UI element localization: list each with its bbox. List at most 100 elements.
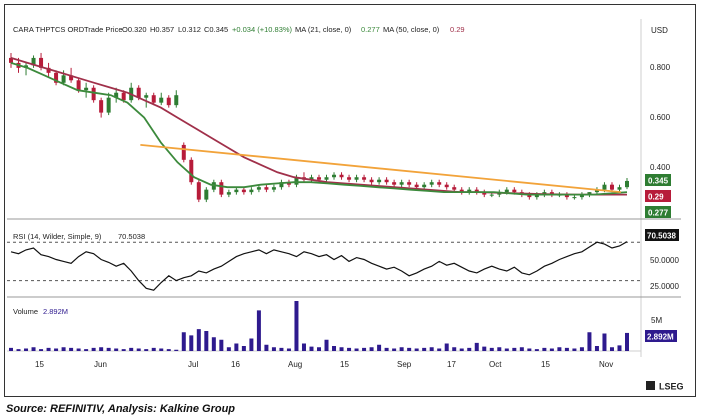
header-symbol: CARA THPTCS ORD [13, 25, 85, 34]
price-tick-label: 0.400 [650, 163, 671, 172]
candle-body [534, 194, 539, 198]
volume-bar [549, 348, 554, 351]
price-tick-label: 0.600 [650, 113, 671, 122]
candle-body [564, 194, 569, 198]
candle-body [594, 189, 599, 193]
volume-bar [204, 331, 209, 351]
volume-bar [527, 348, 532, 351]
volume-bar [504, 348, 509, 351]
volume-bar [354, 348, 359, 351]
volume-bar [196, 329, 201, 351]
candle-body [99, 100, 104, 113]
rsi-tag: 70.5038 [647, 232, 676, 241]
candle-body [144, 95, 149, 98]
volume-bar [144, 349, 149, 351]
volume-bar [587, 332, 592, 351]
volume-bar [54, 348, 59, 351]
candlesticks [9, 52, 629, 203]
candle-body [452, 187, 457, 190]
rsi-line [10, 241, 628, 291]
volume-bar [332, 346, 337, 351]
volume-bar [286, 348, 291, 351]
candle-body [609, 184, 614, 190]
price-tag-ma21: 0.277 [648, 209, 669, 218]
volume-bar [211, 337, 216, 351]
volume-bar [136, 348, 141, 351]
chart-frame: CARA THPTCS ORD Trade Price O0.320 H0.35… [4, 4, 696, 397]
volume-bar [24, 348, 29, 351]
candle-body [136, 87, 141, 98]
volume-bar [625, 332, 629, 351]
candle-body [332, 174, 337, 178]
candle-body [309, 177, 314, 180]
candle-body [76, 80, 81, 91]
header-change: +0.034 (+10.83%) [232, 25, 293, 34]
volume-bar [497, 347, 502, 351]
volume-bar [151, 347, 156, 351]
candle-body [324, 177, 329, 180]
volume-bar [414, 348, 419, 351]
candle-body [189, 159, 194, 183]
volume-bar [557, 347, 562, 351]
volume-bar [226, 347, 231, 351]
x-tick-label: 15 [541, 360, 550, 369]
x-tick-label: Oct [489, 360, 502, 369]
candle-body [444, 184, 449, 188]
rsi-tick-label: 25.0000 [650, 282, 679, 291]
candle-body [249, 189, 254, 193]
lseg-logo-icon [646, 381, 655, 390]
candle-body [264, 187, 269, 190]
volume-tag: 2.892M [647, 333, 674, 342]
volume-bar [362, 347, 367, 351]
header-close: C0.345 [204, 25, 228, 34]
volume-bar [294, 301, 299, 351]
volume-bar [459, 348, 464, 351]
volume-bar [452, 347, 457, 351]
volume-tag-bg [645, 330, 677, 342]
trend-line [140, 144, 621, 194]
rsi-label: RSI (14, Wilder, Simple, 9) [13, 232, 102, 241]
volume-bar [347, 347, 352, 351]
candle-body [151, 95, 156, 103]
ma50-line [10, 57, 627, 196]
candle-body [377, 179, 382, 183]
volume-bar [617, 345, 622, 351]
candle-body [39, 57, 44, 68]
candle-body [489, 194, 494, 196]
volume-bar [129, 347, 134, 351]
candle-body [271, 187, 276, 190]
volume-bar [324, 339, 329, 351]
volume-bar [106, 347, 111, 351]
candle-body [46, 67, 51, 73]
volume-bar [46, 347, 51, 351]
candle-body [204, 189, 209, 200]
header-ma21-value: 0.277 [361, 25, 380, 34]
volume-bar [16, 349, 21, 351]
volume-bar [407, 347, 412, 351]
header-trade-price-label: Trade Price [84, 25, 123, 34]
candle-body [166, 97, 171, 106]
volume-bar [534, 349, 539, 351]
volume-bar [339, 347, 344, 351]
volume-bar [159, 348, 164, 351]
volume-bar [84, 349, 89, 351]
candle-body [9, 57, 13, 63]
candle-body [106, 97, 111, 113]
candle-body [407, 182, 412, 185]
volume-bar [444, 343, 449, 351]
volume-bar [114, 348, 119, 351]
candle-body [234, 189, 239, 193]
volume-bar [256, 310, 261, 351]
volume-bar [474, 342, 479, 351]
price-axis-currency: USD [651, 26, 668, 35]
candle-body [572, 197, 577, 199]
rsi-tag-bg [645, 229, 679, 241]
header-ma50-value: 0.29 [450, 25, 465, 34]
x-tick-label: Nov [599, 360, 613, 369]
candle-body [91, 87, 96, 101]
candle-body [429, 182, 434, 185]
price-tick-label: 0.800 [650, 63, 671, 72]
candle-body [414, 184, 419, 188]
x-tick-label: Aug [288, 360, 302, 369]
volume-bar [437, 348, 442, 351]
